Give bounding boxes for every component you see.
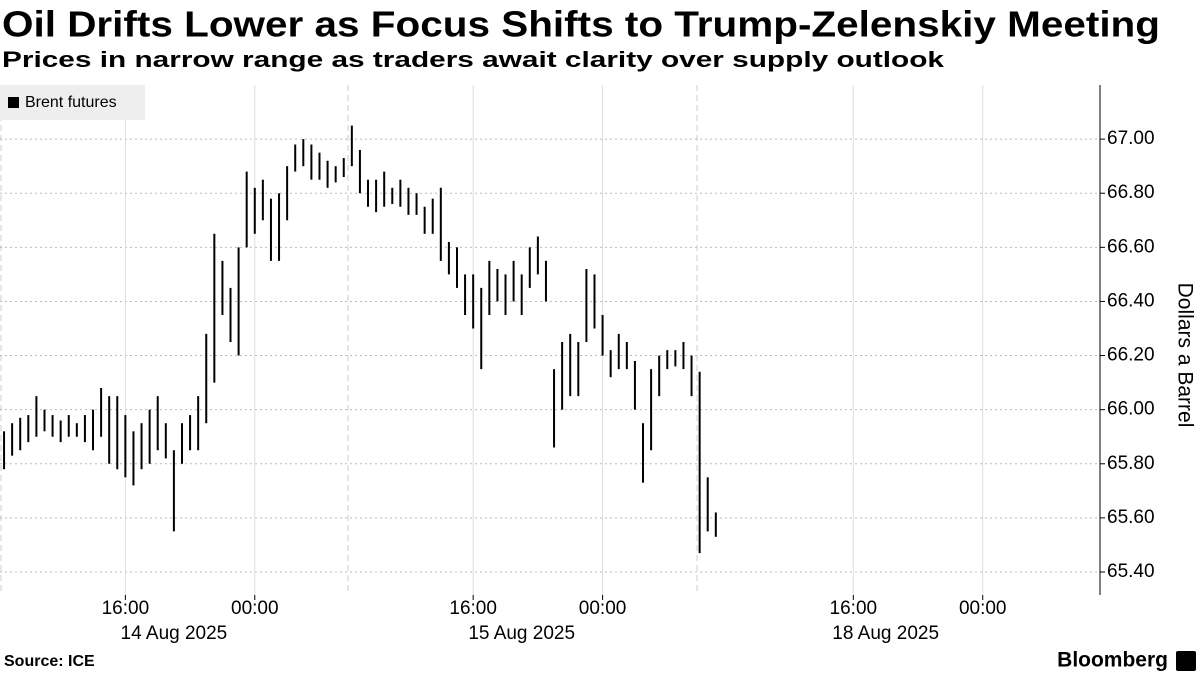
y-axis-label: Dollars a Barrel [1173,283,1196,428]
x-date-label: 14 Aug 2025 [121,623,228,644]
y-tick-label: 67.00 [1107,128,1155,149]
x-tick-label: 16:00 [102,598,150,619]
legend-swatch [8,97,19,108]
x-tick-label: 00:00 [579,598,627,619]
legend-box [0,85,145,120]
y-tick-label: 66.80 [1107,182,1155,203]
y-tick-label: 66.60 [1107,236,1155,257]
chart-subtitle: Prices in narrow range as traders await … [2,47,945,72]
y-tick-label: 66.40 [1107,290,1155,311]
x-tick-label: 16:00 [449,598,497,619]
x-tick-label: 00:00 [231,598,279,619]
y-tick-label: 65.60 [1107,507,1155,528]
brand: Bloomberg [1057,649,1168,672]
x-date-label: 18 Aug 2025 [832,623,939,644]
y-tick-label: 65.80 [1107,453,1155,474]
y-tick-label: 66.20 [1107,345,1155,366]
brand-icon [1176,651,1196,671]
x-date-label: 15 Aug 2025 [468,623,575,644]
x-tick-label: 16:00 [830,598,878,619]
x-tick-label: 00:00 [959,598,1007,619]
y-tick-label: 66.00 [1107,399,1155,420]
legend-label: Brent futures [25,94,117,111]
chart-title: Oil Drifts Lower as Focus Shifts to Trum… [2,4,1160,45]
source: Source: ICE [4,653,95,670]
y-tick-label: 65.40 [1107,561,1155,582]
